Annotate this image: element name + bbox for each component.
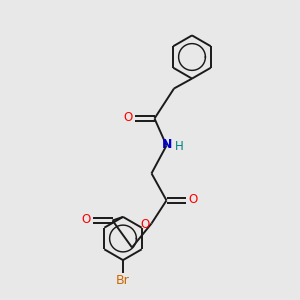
Text: O: O: [140, 218, 149, 231]
Text: H: H: [175, 140, 184, 153]
Text: O: O: [124, 111, 133, 124]
Text: O: O: [82, 213, 91, 226]
Text: N: N: [162, 138, 172, 151]
Text: Br: Br: [116, 274, 130, 287]
Text: O: O: [188, 193, 197, 206]
